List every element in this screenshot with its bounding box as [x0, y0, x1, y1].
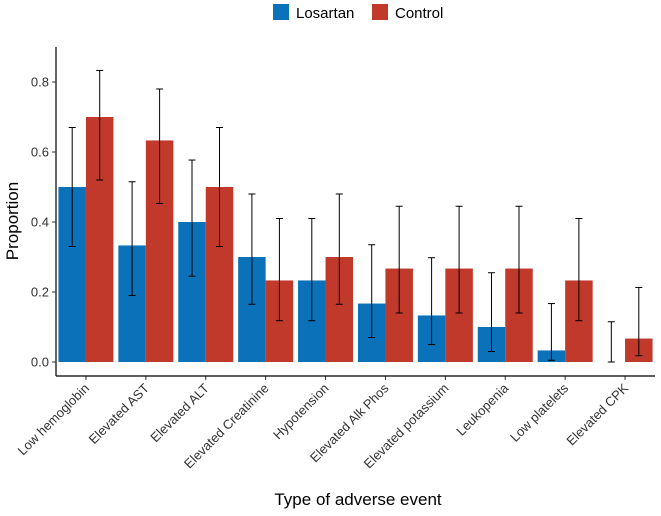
y-tick-label-1: 0.2 — [31, 285, 49, 300]
error-bar-losartan-0 — [68, 127, 76, 247]
legend: Losartan Control — [273, 4, 443, 22]
x-tick-label-0: Low hemoglobin — [15, 381, 93, 459]
y-axis-title: Proportion — [3, 182, 22, 260]
error-bar-control-0 — [96, 69, 104, 181]
x-axis-title: Type of adverse event — [274, 490, 442, 509]
error-bar-losartan-8 — [547, 303, 555, 361]
legend-label-losartan: Losartan — [296, 5, 354, 22]
y-tick-label-0: 0.0 — [31, 355, 49, 370]
legend-swatch-losartan — [273, 4, 289, 20]
error-bar-losartan-7 — [488, 272, 495, 352]
error-bar-control-8 — [575, 218, 583, 322]
error-bar-control-2 — [216, 127, 223, 247]
y-tick-label-2: 0.4 — [31, 215, 49, 230]
x-tick-label-1: Elevated AST — [86, 380, 152, 446]
error-bar-control-5 — [395, 205, 403, 314]
y-tick-label-4: 0.8 — [31, 75, 49, 90]
plot-area — [58, 69, 653, 363]
error-bar-losartan-2 — [188, 159, 196, 277]
error-bar-control-1 — [156, 88, 164, 204]
x-tick-label-4: Hypotension — [270, 381, 332, 443]
error-bar-losartan-9 — [607, 321, 615, 363]
error-bar-losartan-5 — [368, 244, 376, 338]
legend-label-control: Control — [395, 5, 443, 22]
x-tick-label-9: Elevated CPK — [563, 380, 631, 448]
error-bar-losartan-6 — [428, 257, 436, 345]
legend-swatch-control — [372, 4, 388, 20]
y-tick-label-3: 0.6 — [31, 145, 49, 160]
error-bar-control-4 — [335, 193, 343, 305]
error-bar-control-9 — [635, 286, 643, 357]
error-bar-losartan-1 — [128, 181, 136, 296]
x-tick-label-7: Leukopenia — [453, 380, 512, 439]
error-bar-control-7 — [515, 205, 523, 314]
x-tick-label-8: Low platelets — [507, 380, 572, 445]
x-tick-label-2: Elevated ALT — [147, 380, 212, 445]
error-bar-losartan-3 — [248, 193, 256, 305]
error-bar-control-3 — [275, 218, 283, 322]
error-bar-control-6 — [455, 205, 463, 314]
error-bar-losartan-4 — [308, 218, 316, 322]
